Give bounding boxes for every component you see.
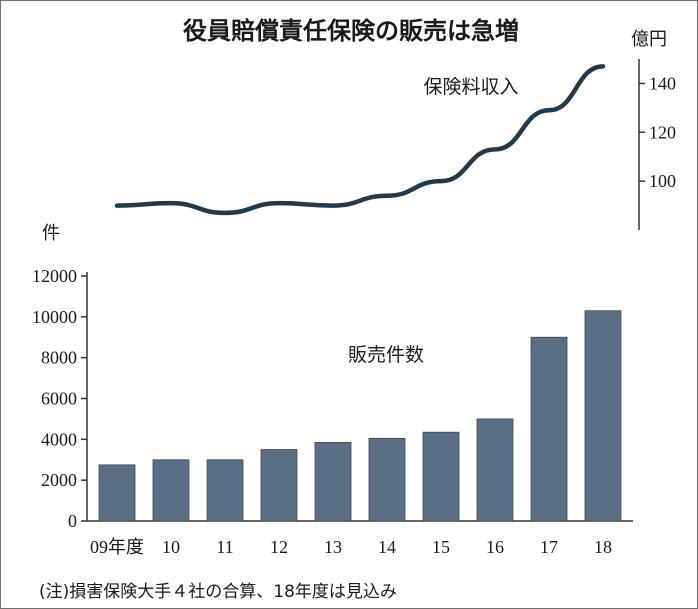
bar <box>98 464 136 522</box>
bar-series-label: 販売件数 <box>348 344 424 366</box>
bar-y-tick-label: 2000 <box>41 470 77 490</box>
bar <box>152 459 190 522</box>
line-series <box>114 64 606 216</box>
chart-title: 役員賠償責任保険の販売は急増 <box>183 17 519 45</box>
x-tick-label: 09年度 <box>90 537 144 557</box>
line-unit-label: 億円 <box>631 29 667 50</box>
bar-y-tick-label: 10000 <box>32 307 77 327</box>
bar <box>422 431 460 522</box>
x-tick-label: 16 <box>486 537 504 557</box>
bar <box>530 336 568 522</box>
bar-y-tick-label: 12000 <box>32 266 77 286</box>
bar-chart: 件 0 2000 4000 6000 8000 10000 12000 09年度 10 11 12… <box>32 223 633 557</box>
bar <box>476 418 514 522</box>
bar <box>260 449 298 522</box>
x-tick-label: 12 <box>270 537 288 557</box>
x-tick-label: 13 <box>324 537 342 557</box>
footnote: (注)損害保険大手４社の合算、18年度は見込み <box>39 582 397 602</box>
bar-y-tick-label: 0 <box>68 511 77 531</box>
bar-unit-label: 件 <box>42 223 60 244</box>
x-tick-label: 18 <box>594 537 612 557</box>
line-series-label: 保険料収入 <box>423 76 518 98</box>
bar <box>206 459 244 522</box>
x-tick-label: 14 <box>378 537 396 557</box>
x-tick-label: 11 <box>216 537 233 557</box>
line-chart: 億円 100 120 140 保険料収入 <box>114 29 676 230</box>
line-y-tick-label: 140 <box>649 73 676 93</box>
bar-y-tick-label: 4000 <box>41 429 77 449</box>
bar-y-tick-label: 8000 <box>41 348 77 368</box>
x-tick-label: 17 <box>540 537 558 557</box>
bar <box>584 310 622 522</box>
bar <box>368 437 406 522</box>
bar <box>314 441 352 522</box>
x-tick-label: 15 <box>432 537 450 557</box>
line-y-tick-label: 100 <box>649 171 676 191</box>
bar-y-tick-label: 6000 <box>41 389 77 409</box>
line-y-tick-label: 120 <box>649 122 676 142</box>
x-tick-label: 10 <box>162 537 180 557</box>
